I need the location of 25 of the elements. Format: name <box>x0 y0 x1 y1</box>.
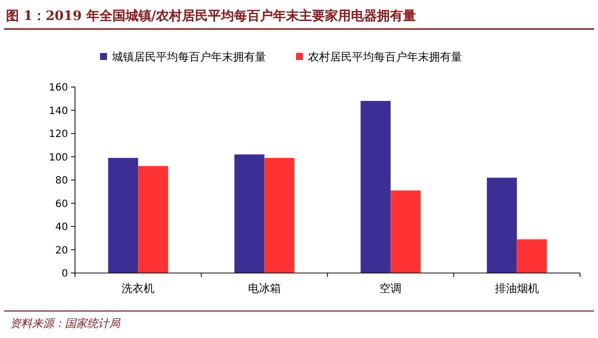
legend-label: 农村居民平均每百户年末拥有量 <box>308 50 462 64</box>
text: 资料来源：国家统计局 <box>10 317 121 330</box>
y-tick-label: 140 <box>48 106 68 117</box>
y-tick-label: 160 <box>48 82 68 94</box>
bar <box>108 158 138 273</box>
bar <box>234 154 264 273</box>
y-tick-label: 0 <box>62 268 68 280</box>
x-tick-label: 空调 <box>380 282 402 295</box>
bar <box>138 166 168 273</box>
x-tick-label: 电冰箱 <box>248 282 281 295</box>
bar <box>360 100 391 273</box>
y-tick-label: 60 <box>55 198 68 210</box>
y-tick-label: 80 <box>55 176 68 186</box>
bar <box>516 239 547 273</box>
x-tick-label: 排油烟机 <box>494 282 539 295</box>
y-tick-label: 40 <box>55 222 68 233</box>
bar <box>390 190 421 273</box>
bar <box>486 178 517 273</box>
legend-label: 城镇居民平均每百户年末拥有量 <box>111 50 266 64</box>
chart-title: 图 1：2019 年全国城镇/农村居民平均每百户年末主要家用电器拥有量 <box>6 8 416 24</box>
x-tick-label: 洗衣机 <box>122 282 155 295</box>
y-tick-label: 100 <box>48 152 68 164</box>
y-tick-label: 120 <box>48 129 68 140</box>
bar <box>264 158 294 273</box>
y-tick-label: 20 <box>55 245 68 256</box>
